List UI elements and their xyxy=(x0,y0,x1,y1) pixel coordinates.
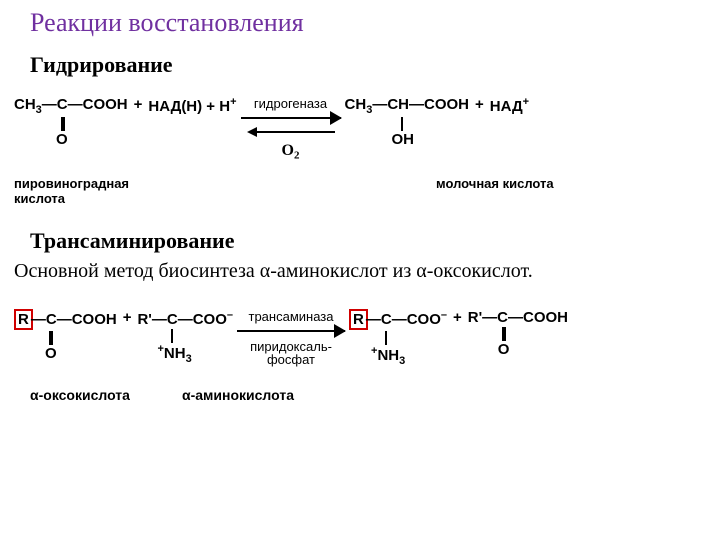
mol-r-oxo: R—C—COOH O xyxy=(14,309,117,362)
ch3: CH3 xyxy=(14,96,42,113)
label-oxoacid: α-оксокислота xyxy=(30,387,160,403)
reaction-hydrogenation: CH3—C—COOH O + НАД(H) + H+ гидрогеназа О… xyxy=(0,78,720,164)
mol-rprime-oxo: R'—C—COOH O xyxy=(468,309,568,358)
plus-icon: + xyxy=(469,96,490,113)
label-aminoacid: α-аминокислота xyxy=(182,387,294,403)
reaction-arrow: трансаминаза пиридоксаль- фосфат xyxy=(233,309,349,367)
reaction-arrow: гидрогеназа О2 xyxy=(237,96,345,162)
mol-lactate: CH3—CH—COOH OH xyxy=(345,96,469,148)
plus-icon: + xyxy=(128,96,149,113)
labels-row-2: α-оксокислота α-аминокислота xyxy=(0,369,720,403)
mol-pyruvate: CH3—C—COOH O xyxy=(14,96,128,148)
label-lactate: молочная кислота xyxy=(436,164,554,206)
heading-hydrogenation: Гидрирование xyxy=(0,52,720,78)
transamination-description: Основной метод биосинтеза α-аминокислот … xyxy=(0,254,720,283)
label-pyruvate: пировиноградная кислота xyxy=(14,164,172,206)
reaction-transamination: R—C—COOH O + R'—C—COO– +NH3 трансаминаза… xyxy=(0,283,720,369)
heading-transamination: Трансаминирование xyxy=(0,228,720,254)
mol-nadh: НАД(H) + H+ xyxy=(148,96,236,115)
slide-title: Реакции восстановления xyxy=(0,0,720,38)
plus-icon: + xyxy=(117,309,138,326)
mol-rprime-amino: R'—C—COO– +NH3 xyxy=(137,309,233,365)
plus-icon: + xyxy=(447,309,468,326)
mol-nad-plus: НАД+ xyxy=(490,96,529,115)
mol-r-amino: R—C—COO– +NH3 xyxy=(349,309,447,367)
labels-row-1: пировиноградная кислота молочная кислота xyxy=(0,164,720,206)
